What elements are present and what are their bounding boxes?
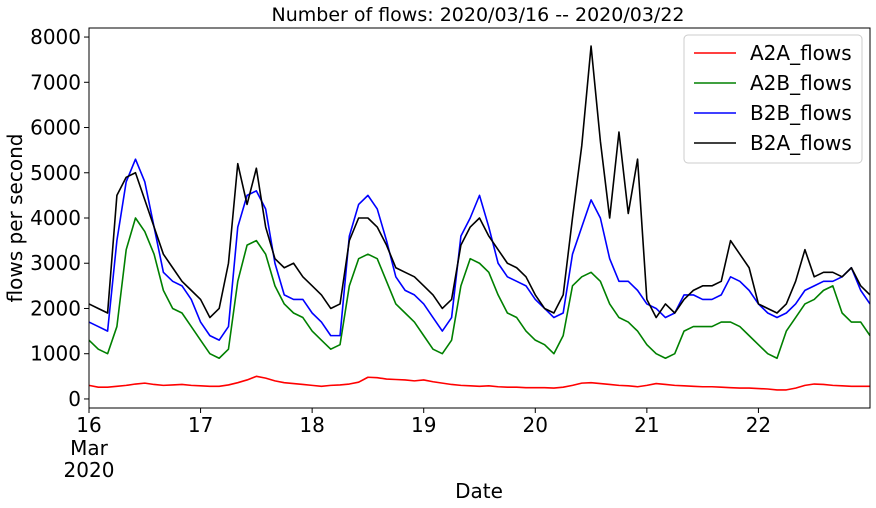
series-line-a2a-flows: [88, 375, 870, 391]
legend-box: [683, 34, 863, 164]
y-tick-label: 2000: [30, 296, 81, 320]
series-line-b2a-flows: [88, 45, 871, 319]
x-tick-label: 22: [746, 413, 771, 437]
y-tick-label: 5000: [30, 161, 81, 185]
x-axis-label: Date: [455, 479, 503, 503]
x-tick-label: 20: [523, 413, 548, 437]
x-tick-label: 16: [76, 413, 101, 437]
y-tick-label: 3000: [30, 251, 81, 275]
series-layer: [88, 45, 871, 391]
x-tick-year: 2020: [64, 458, 115, 482]
y-axis: 0 1000 2000 3000 4000 5000 6000 7000 8000: [30, 25, 89, 411]
x-tick-label: 18: [299, 413, 324, 437]
legend: A2A_flows A2B_flows B2B_flows B2A_flows: [683, 34, 863, 164]
x-tick-label: 19: [411, 413, 436, 437]
y-tick-label: 0: [68, 387, 81, 411]
legend-label: A2B_flows: [750, 71, 852, 95]
y-tick-label: 6000: [30, 116, 81, 140]
y-tick-label: 1000: [30, 342, 81, 366]
x-tick-label: 21: [634, 413, 659, 437]
series-line-b2b-flows: [88, 158, 871, 341]
y-tick-label: 8000: [30, 25, 81, 49]
plot-frame: [88, 27, 871, 409]
legend-label: B2A_flows: [750, 131, 852, 155]
y-tick-label: 4000: [30, 206, 81, 230]
legend-label: A2A_flows: [750, 41, 852, 65]
y-tick-label: 7000: [30, 70, 81, 94]
x-tick-month: Mar: [70, 436, 109, 460]
x-tick-label: 17: [188, 413, 213, 437]
series-line-a2b-flows: [88, 217, 871, 360]
chart-title: Number of flows: 2020/03/16 -- 2020/03/2…: [272, 4, 685, 26]
y-axis-label: flows per second: [3, 134, 27, 303]
legend-label: B2B_flows: [750, 101, 852, 125]
